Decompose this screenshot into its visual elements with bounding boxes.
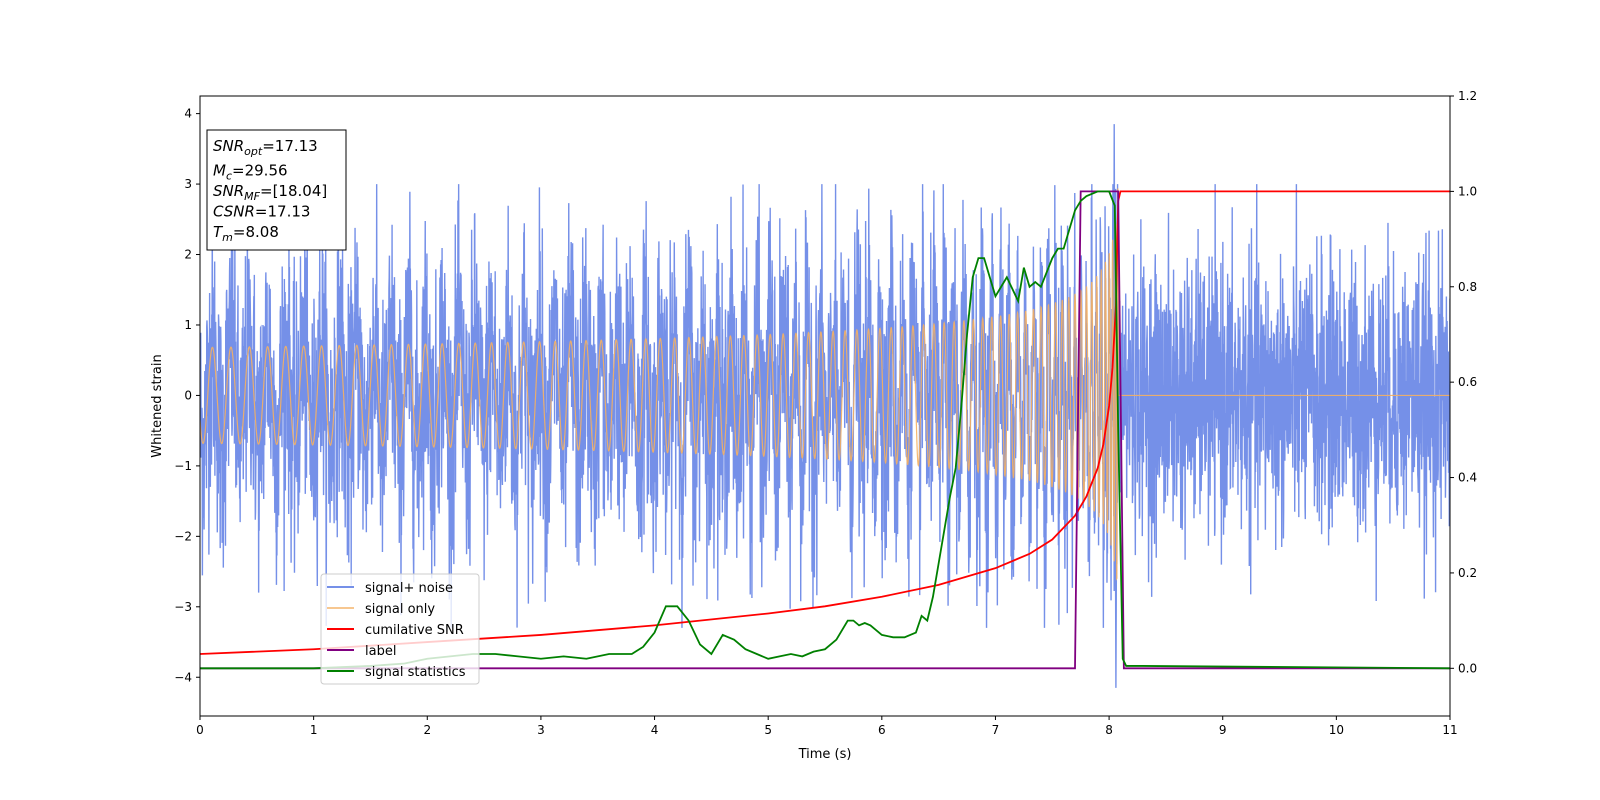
y2-tick-label: 0.8 [1458, 280, 1477, 294]
legend-frame [320, 573, 480, 685]
x-tick-label: 11 [1442, 723, 1457, 737]
legend-label: cumilative SNR [365, 623, 464, 638]
y-tick-label: −1 [174, 459, 192, 473]
y-tick-label: 0 [184, 388, 192, 402]
x-tick-label: 10 [1329, 723, 1344, 737]
series-layer [200, 124, 1450, 688]
y-tick-label: 1 [184, 318, 192, 332]
y2-tick-label: 0.6 [1458, 375, 1477, 389]
annotation-line: Mc=29.56 [213, 162, 288, 183]
x-axis: 0 1 2 3 4 5 6 7 8 9 10 11 [196, 716, 1458, 737]
y-tick-label: 2 [184, 248, 192, 262]
stats-annotation-box: SNRopt=17.13 Mc=29.56SNRMF=[18.04]CSNR=17… [206, 129, 347, 251]
y2-tick-label: 0.4 [1458, 471, 1477, 485]
annotation-line: SNRMF=[18.04] [213, 182, 327, 203]
x-axis-label: Time (s) [798, 747, 852, 762]
y2-tick-label: 0.2 [1458, 566, 1477, 580]
x-tick-label: 9 [1219, 723, 1227, 737]
x-tick-label: 4 [651, 723, 659, 737]
annotation-line: SNRopt=17.13 [213, 137, 318, 158]
y-axis-left: −4 −3 −2 −1 0 1 2 3 4 [174, 107, 200, 684]
y2-tick-label: 0.0 [1458, 661, 1477, 675]
y-axis-label: Whitened strain [150, 354, 165, 457]
series-line-cumilative-snr [200, 190, 1450, 655]
annotation-line: Tm=8.08 [213, 223, 279, 244]
x-tick-label: 3 [537, 723, 545, 737]
legend-label: signal+ noise [365, 581, 453, 596]
x-tick-label: 2 [423, 723, 431, 737]
plot-frame [199, 95, 1451, 717]
series-line-signal-only [200, 188, 1450, 581]
y-tick-label: −2 [174, 529, 192, 543]
y-tick-label: 4 [184, 107, 192, 121]
x-tick-label: 5 [764, 723, 772, 737]
legend: signal+ noise signal only cumilative SNR la… [320, 573, 480, 685]
annotation-frame [206, 129, 347, 251]
y-axis-right: 0.0 0.2 0.4 0.6 0.8 1.0 1.2 [1450, 89, 1477, 675]
x-tick-label: 0 [196, 723, 204, 737]
x-tick-label: 7 [992, 723, 1000, 737]
x-tick-label: 6 [878, 723, 886, 737]
x-tick-label: 8 [1105, 723, 1113, 737]
annotation-line: CSNR=17.13 [213, 203, 310, 221]
series-line-signal-statistics [200, 190, 1450, 670]
legend-label: label [365, 644, 396, 659]
x-tick-label: 1 [310, 723, 318, 737]
y-tick-label: −4 [174, 670, 192, 684]
y-tick-label: 3 [184, 177, 192, 191]
legend-label: signal statistics [365, 665, 466, 680]
y2-tick-label: 1.2 [1458, 89, 1477, 103]
y2-tick-label: 1.0 [1458, 184, 1477, 198]
y-tick-label: −3 [174, 600, 192, 614]
legend-label: signal only [365, 602, 435, 617]
